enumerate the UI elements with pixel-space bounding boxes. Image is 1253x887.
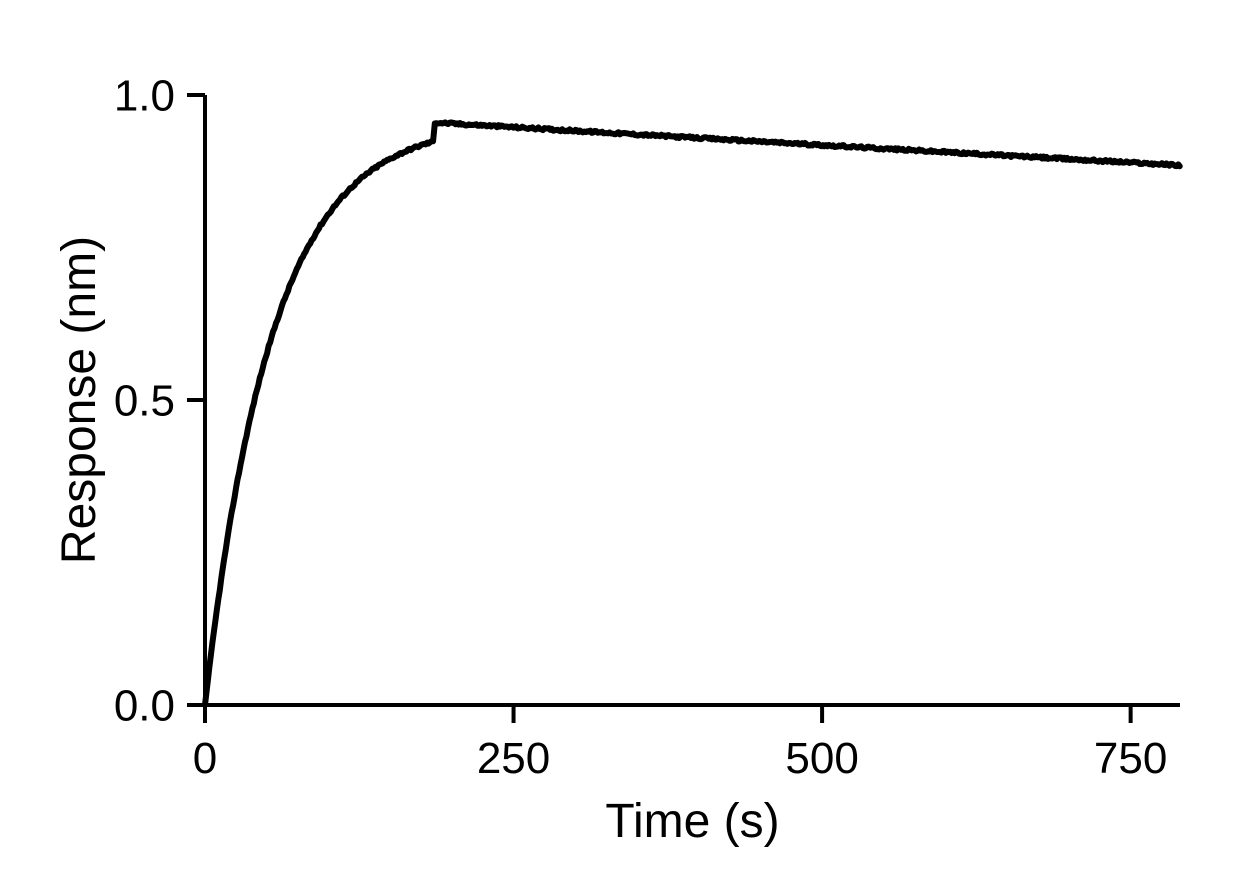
y-tick-label: 0.0 xyxy=(114,681,175,730)
x-tick-label: 750 xyxy=(1094,734,1167,783)
y-tick-label: 1.0 xyxy=(114,71,175,120)
y-axis-label: Response (nm) xyxy=(53,236,106,564)
y-tick-label: 0.5 xyxy=(114,376,175,425)
x-tick-label: 0 xyxy=(193,734,217,783)
chart-container: 0 250 500 750 0.0 0.5 1.0 Time (s) Response (nm) xyxy=(0,0,1253,882)
plot-group: 0 250 500 750 0.0 0.5 1.0 Time (s) Response (nm) xyxy=(53,71,1180,848)
x-tick-label: 500 xyxy=(785,734,858,783)
x-axis-label: Time (s) xyxy=(605,795,779,848)
data-curve xyxy=(205,122,1180,705)
x-tick-label: 250 xyxy=(477,734,550,783)
chart-svg: 0 250 500 750 0.0 0.5 1.0 Time (s) Response (nm) xyxy=(0,0,1253,882)
